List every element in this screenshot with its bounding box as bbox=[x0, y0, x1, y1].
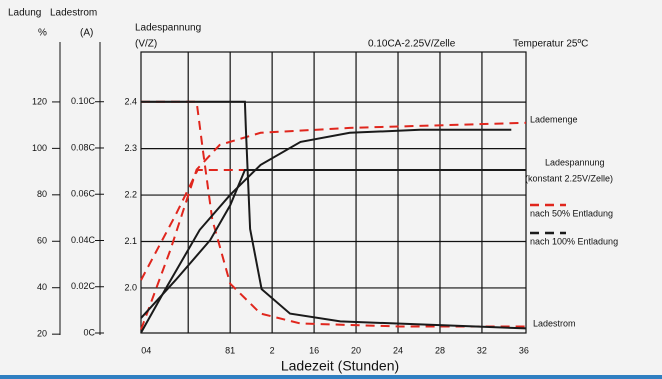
curve bbox=[140, 169, 245, 281]
y3-tick-label: 0C bbox=[83, 327, 95, 337]
x-tick-label: 36 bbox=[519, 345, 529, 355]
curve-label: Lademenge bbox=[530, 114, 578, 124]
curve bbox=[140, 121, 527, 331]
axis-title: Ladespannung bbox=[135, 23, 201, 34]
plot-frame bbox=[140, 51, 527, 334]
axis-title: Ladung bbox=[8, 8, 41, 19]
x-axis-title: Ladezeit (Stunden) bbox=[281, 358, 399, 374]
y3-tick-label: 0.10C bbox=[71, 96, 96, 106]
bottom-bar bbox=[0, 375, 662, 379]
curve-label: Ladespannung bbox=[545, 157, 605, 167]
curve bbox=[141, 100, 526, 328]
x-tick-label: 81 bbox=[225, 345, 235, 355]
y3-tick-label: 0.06C bbox=[71, 189, 96, 199]
curve-label: Ladestrom bbox=[533, 318, 576, 328]
curve bbox=[140, 169, 526, 319]
x-tick-label: 32 bbox=[477, 345, 487, 355]
y2-tick-label: 120 bbox=[32, 96, 47, 106]
y3-tick-label: 0.08C bbox=[71, 142, 96, 152]
y2-tick-label: 40 bbox=[37, 282, 47, 292]
y-tick-label: 2.2 bbox=[124, 189, 137, 199]
curve bbox=[141, 100, 527, 330]
y-tick-label: 2.4 bbox=[124, 97, 137, 107]
y-tick-label: 2.1 bbox=[124, 236, 137, 246]
y3-tick-label: 0.02C bbox=[71, 281, 96, 291]
curve bbox=[140, 128, 512, 334]
y2-tick-label: 60 bbox=[37, 236, 47, 246]
axis-unit: (A) bbox=[80, 28, 93, 39]
y3-tick-label: 0.04C bbox=[71, 235, 96, 245]
x-tick-label: 20 bbox=[351, 345, 361, 355]
curve-label: (konstant 2.25V/Zelle) bbox=[525, 173, 613, 183]
axis-unit: (V/Z) bbox=[135, 39, 157, 50]
axis-unit: % bbox=[38, 28, 47, 39]
y2-tick-label: 100 bbox=[32, 143, 47, 153]
x-tick-label: 16 bbox=[309, 345, 319, 355]
x-tick-label: 24 bbox=[393, 345, 403, 355]
axis-title: Ladestrom bbox=[50, 8, 97, 19]
y-tick-label: 2.0 bbox=[124, 282, 137, 292]
legend-label: nach 100% Entladung bbox=[530, 236, 618, 246]
x-tick-label: 28 bbox=[435, 345, 445, 355]
legend-label: nach 50% Entladung bbox=[530, 208, 613, 218]
y-tick-label: 2.3 bbox=[124, 143, 137, 153]
y2-tick-label: 80 bbox=[37, 189, 47, 199]
x-tick-label: 2 bbox=[270, 345, 275, 355]
condition: 0.10CA-2.25V/Zelle bbox=[368, 39, 456, 50]
temperature: Temperatur 25ºC bbox=[513, 39, 588, 50]
y2-tick-label: 20 bbox=[37, 329, 47, 339]
x-tick-label: 04 bbox=[141, 345, 151, 355]
